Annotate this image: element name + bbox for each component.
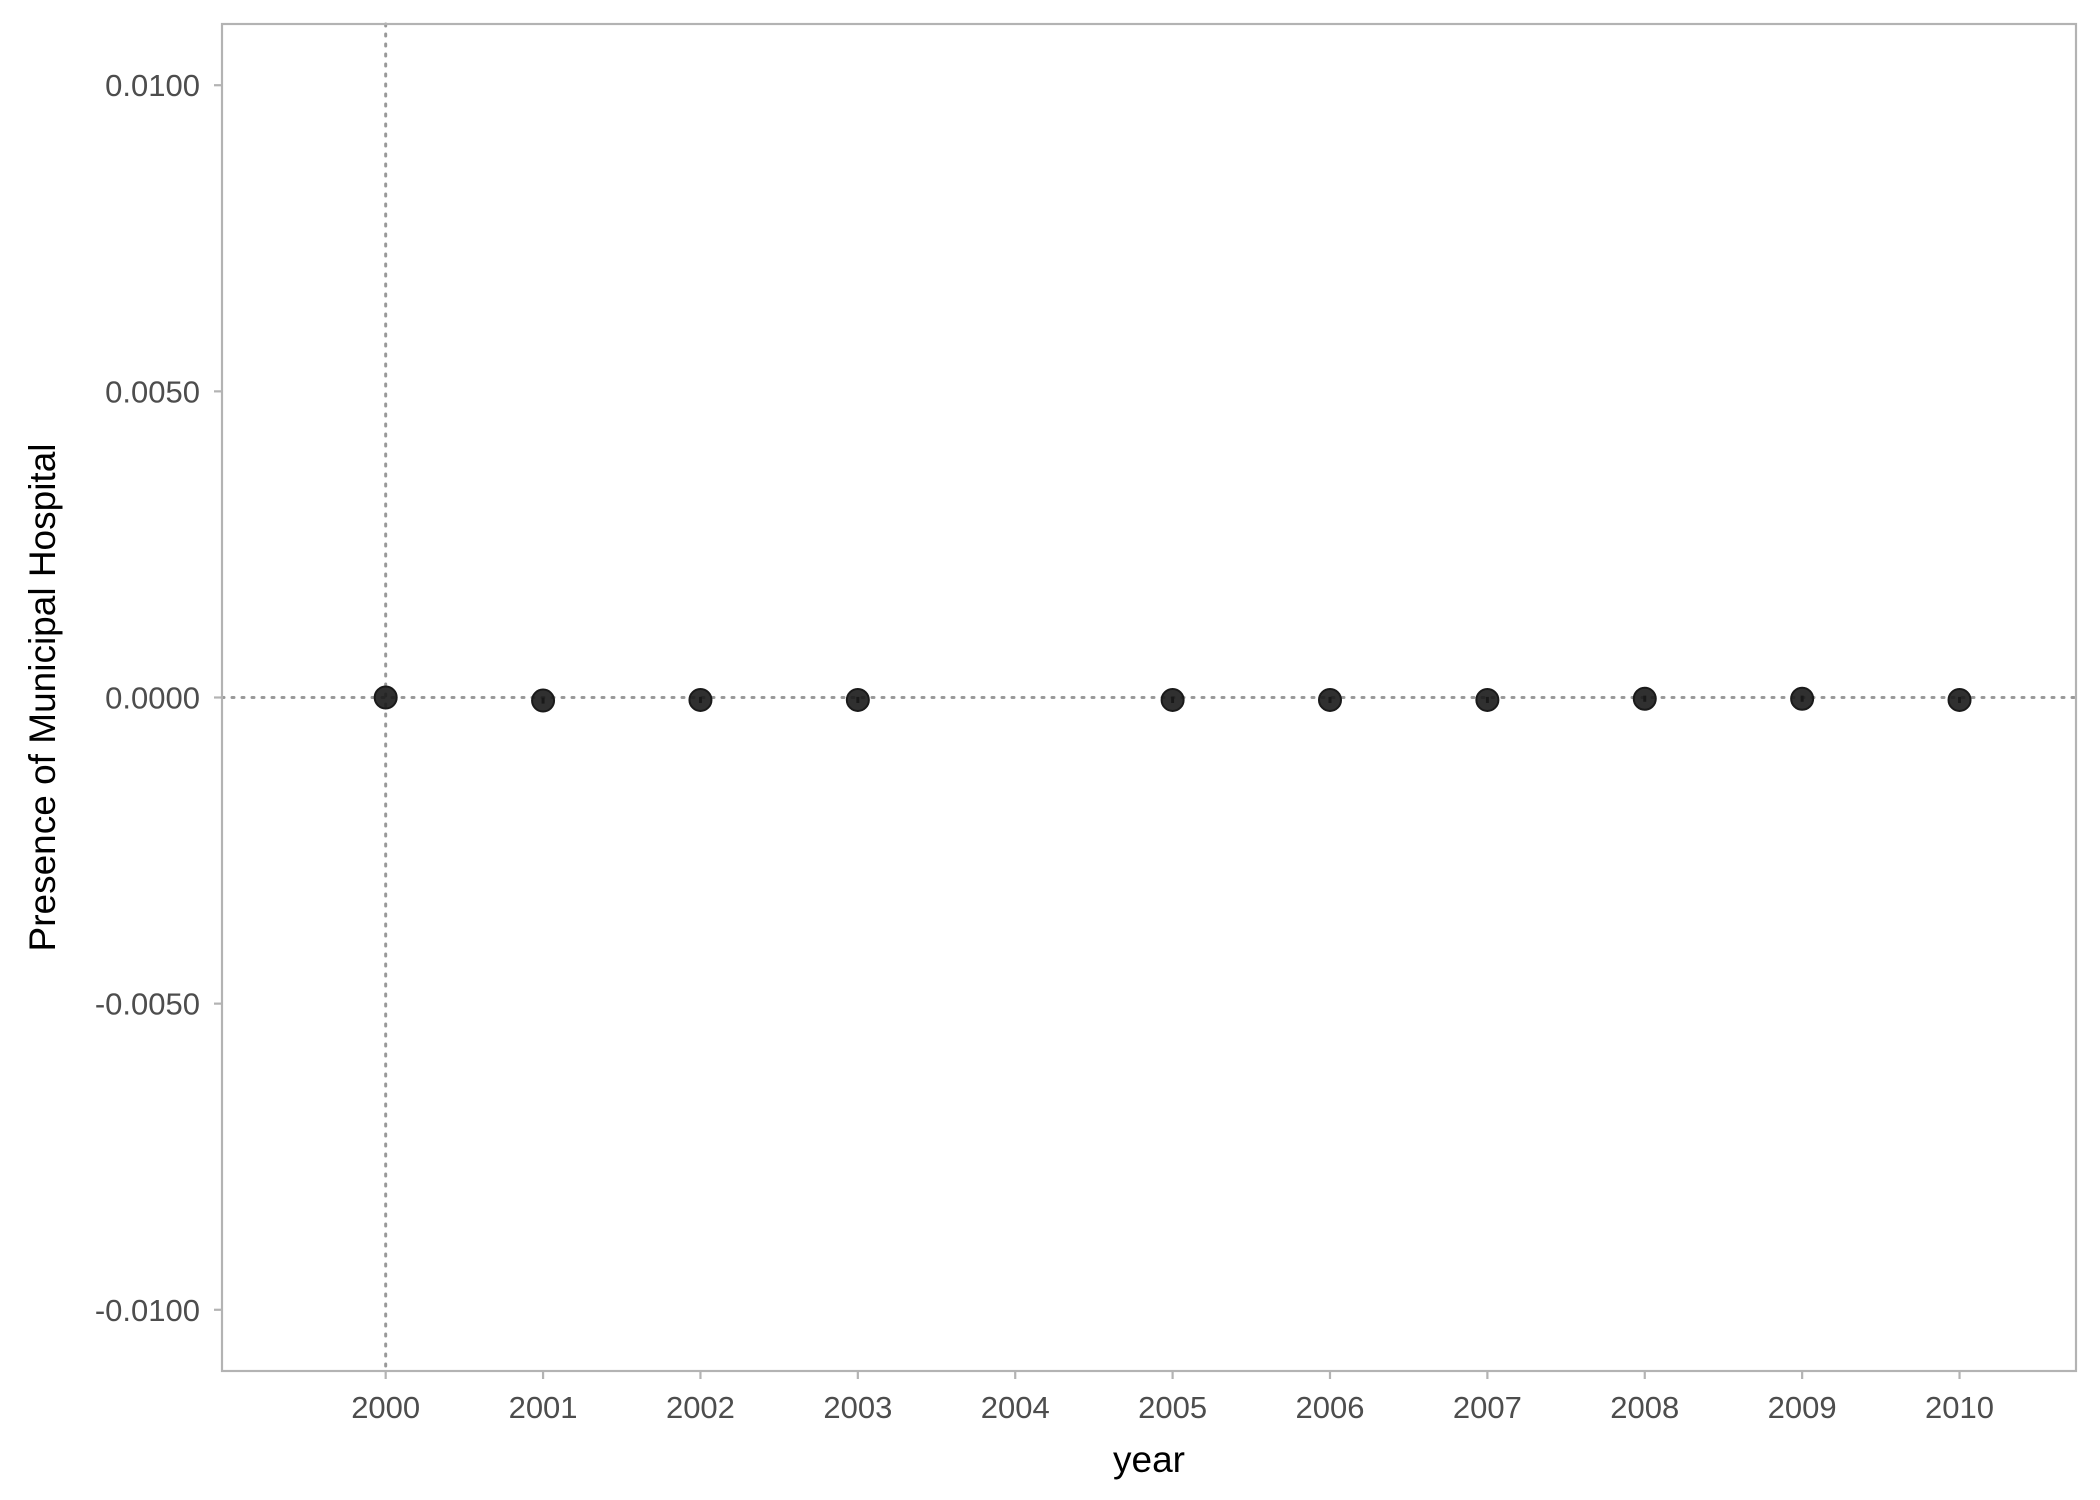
data-point bbox=[531, 688, 556, 713]
y-tick-label: 0.0000 bbox=[105, 681, 200, 716]
y-tick-label: -0.0100 bbox=[95, 1293, 200, 1328]
x-tick-label: 2010 bbox=[1925, 1390, 1994, 1425]
x-axis: 2000 2001 2002 2003 2004 2005 2006 2007 2008 2009… bbox=[351, 1371, 1994, 1425]
x-tick-label: 2009 bbox=[1768, 1390, 1837, 1425]
data-point bbox=[1475, 687, 1500, 712]
x-tick-label: 2001 bbox=[509, 1390, 578, 1425]
data-point bbox=[1790, 686, 1815, 711]
x-tick-label: 2004 bbox=[981, 1390, 1050, 1425]
y-axis-title: Presence of Municipal Hospital bbox=[22, 444, 63, 952]
data-point bbox=[1160, 687, 1185, 712]
data-point bbox=[1317, 687, 1342, 712]
y-tick-label: 0.0100 bbox=[105, 68, 200, 103]
x-tick-label: 2006 bbox=[1296, 1390, 1365, 1425]
x-tick-label: 2002 bbox=[666, 1390, 735, 1425]
y-tick-label: -0.0050 bbox=[95, 987, 200, 1022]
x-tick-label: 2008 bbox=[1610, 1390, 1679, 1425]
data-point bbox=[688, 687, 713, 712]
x-tick-label: 2007 bbox=[1453, 1390, 1522, 1425]
x-axis-title: year bbox=[1113, 1439, 1185, 1480]
data-point bbox=[1632, 686, 1657, 711]
y-axis: 0.0100 0.0050 0.0000 -0.0050 -0.0100 bbox=[95, 68, 222, 1328]
data-point bbox=[845, 687, 870, 712]
data-point bbox=[1947, 687, 1972, 712]
y-tick-label: 0.0050 bbox=[105, 374, 200, 409]
x-tick-label: 2005 bbox=[1138, 1390, 1207, 1425]
x-tick-label: 2000 bbox=[351, 1390, 420, 1425]
x-tick-label: 2003 bbox=[823, 1390, 892, 1425]
data-points bbox=[373, 685, 1972, 713]
data-point bbox=[373, 685, 398, 710]
